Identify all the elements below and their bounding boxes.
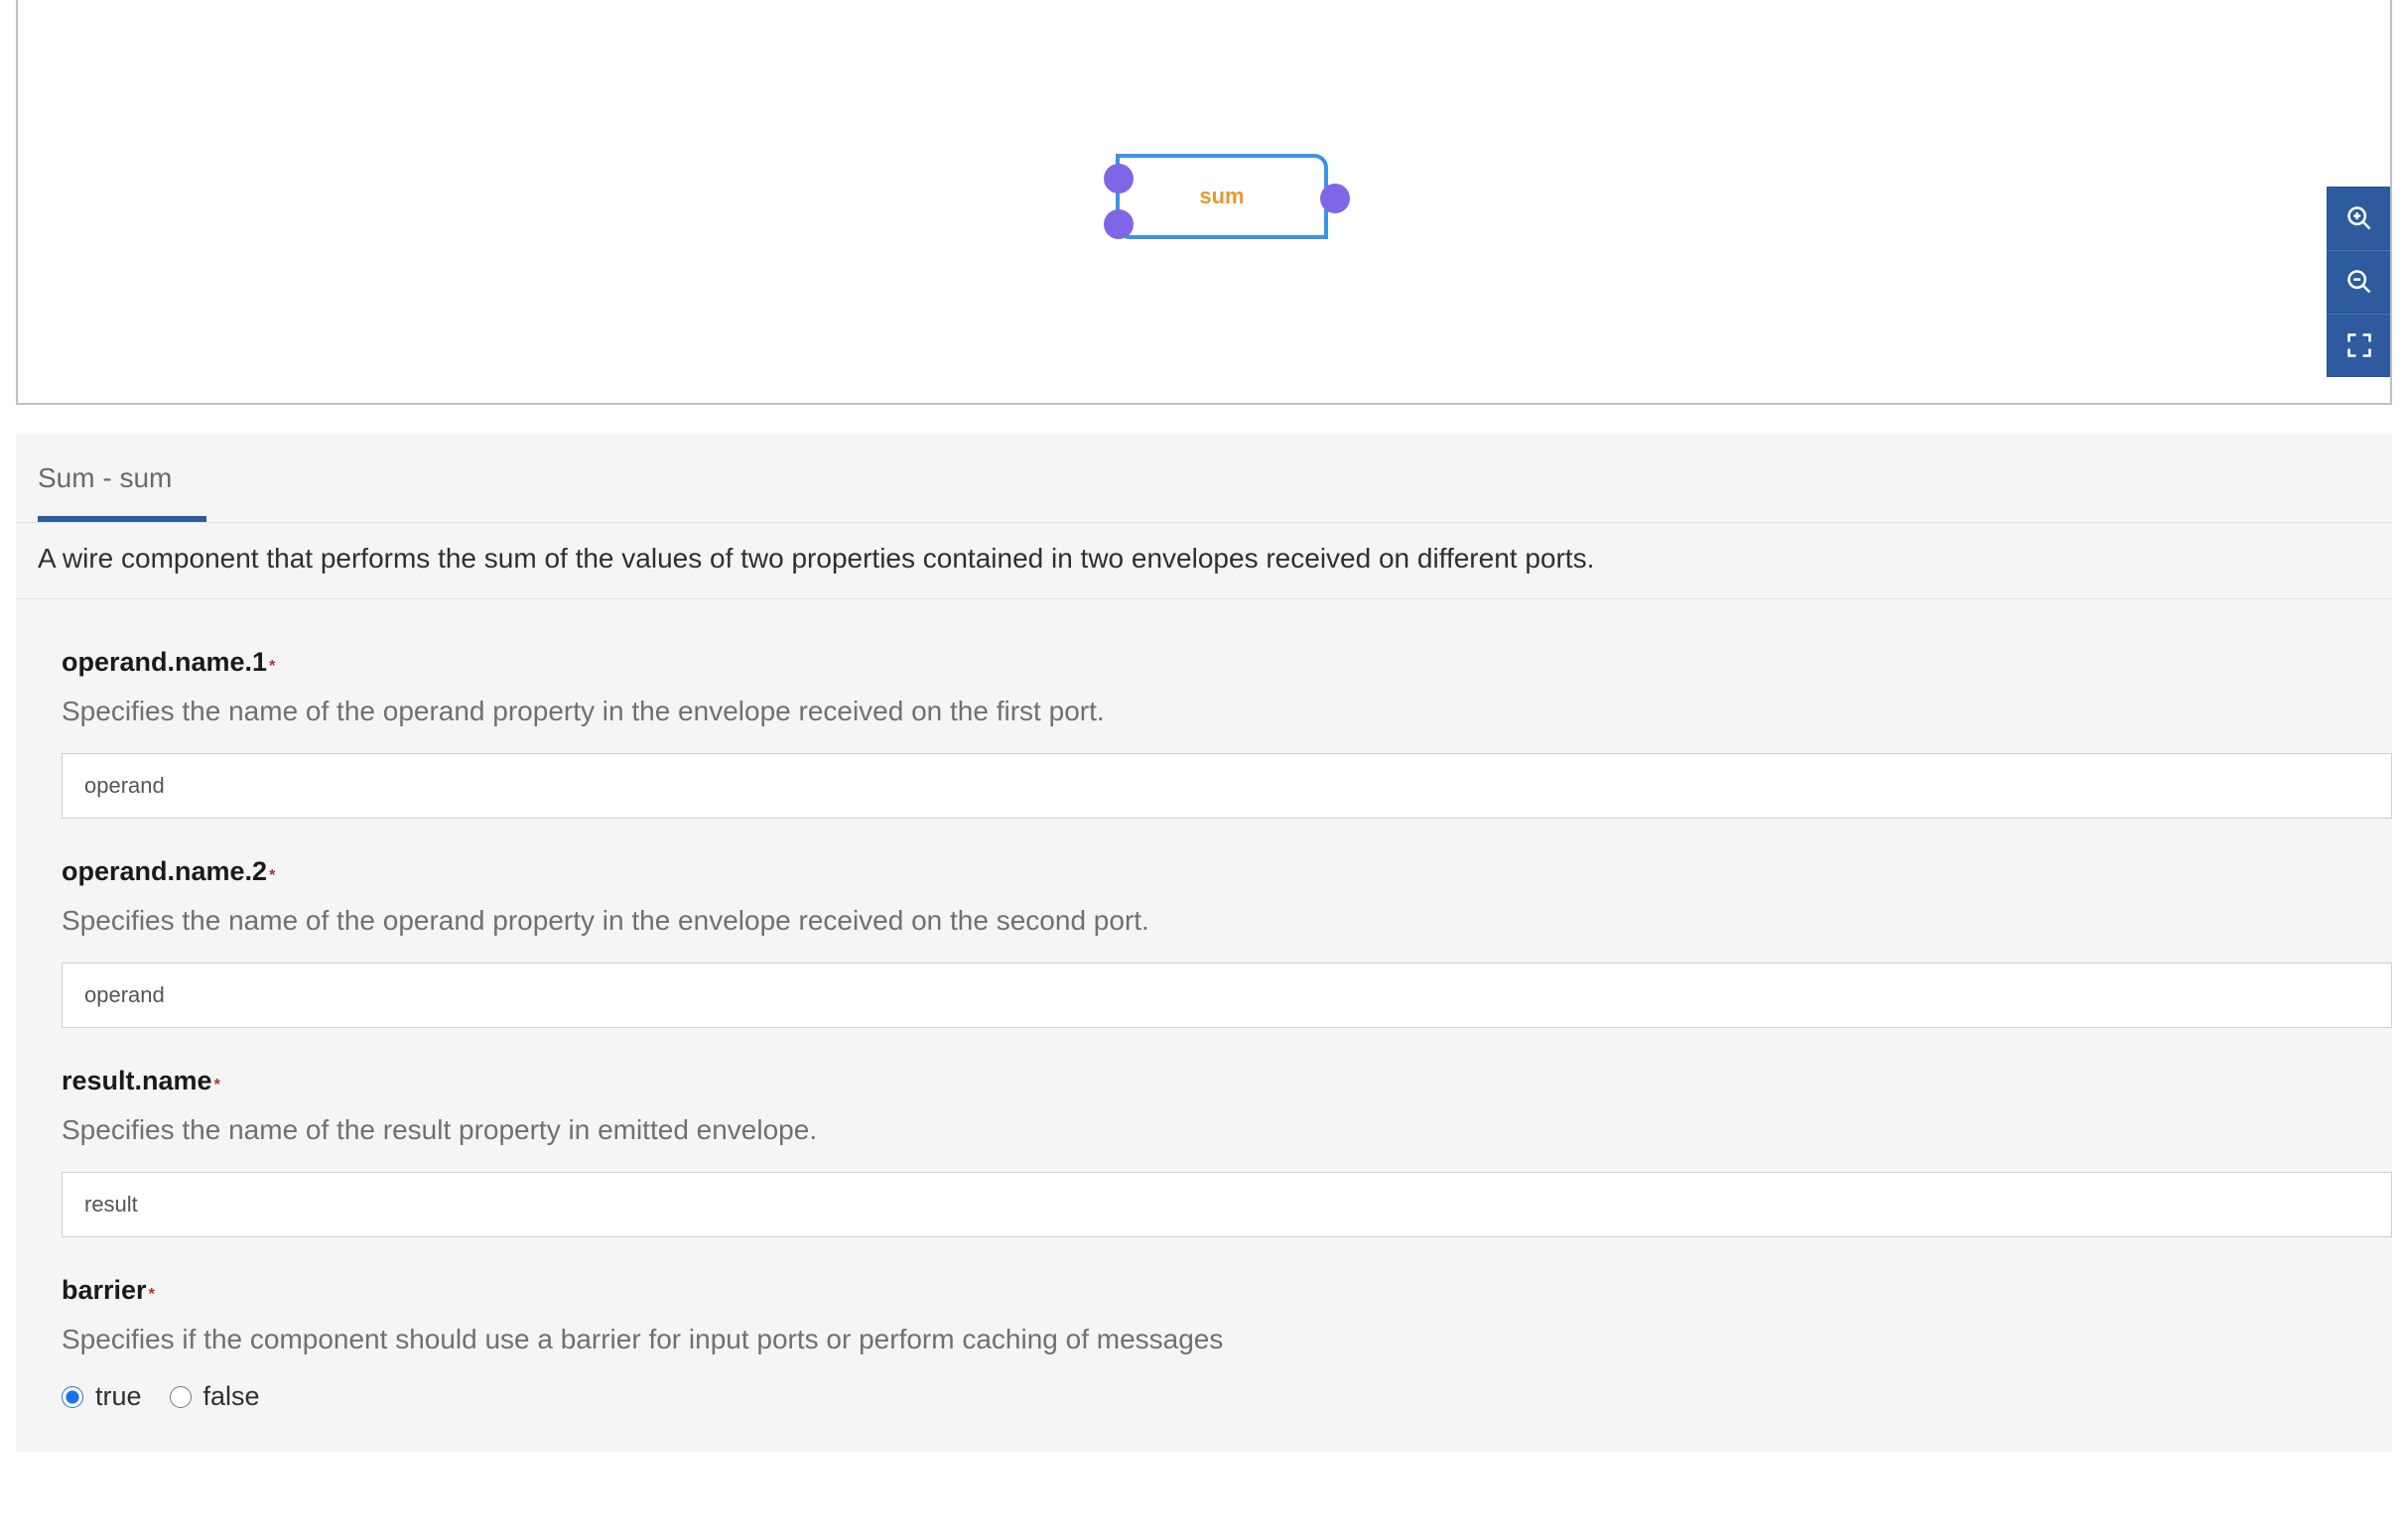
field-operand2-input[interactable] [62,962,2392,1028]
output-port-1[interactable] [1320,184,1350,213]
barrier-radio-false[interactable] [170,1386,192,1408]
barrier-radio-true[interactable] [62,1386,83,1408]
zoom-in-button[interactable] [2327,187,2392,250]
field-operand1: operand.name.1* Specifies the name of th… [62,647,2392,819]
required-star: * [269,867,275,884]
field-operand2-label: operand.name.2 [62,856,267,887]
barrier-radio-false-text: false [203,1381,260,1412]
field-operand1-label: operand.name.1 [62,647,267,678]
field-barrier: barrier* Specifies if the component shou… [62,1275,2392,1412]
properties-panel: Sum - sum A wire component that performs… [16,435,2392,1452]
canvas-region[interactable]: sum [16,0,2392,405]
field-barrier-label: barrier [62,1275,147,1306]
input-port-2[interactable] [1104,209,1134,239]
required-star: * [269,658,275,675]
wire-node-label: sum [1199,184,1244,209]
field-operand1-input[interactable] [62,753,2392,819]
required-star: * [149,1286,155,1303]
zoom-in-icon [2345,204,2373,232]
barrier-radio-false-label[interactable]: false [170,1381,260,1412]
zoom-out-icon [2345,268,2373,296]
field-operand2-desc: Specifies the name of the operand proper… [62,905,2392,937]
field-resultname-label: result.name [62,1066,212,1096]
barrier-radio-true-text: true [95,1381,142,1412]
field-barrier-radio-group: true false [62,1381,2392,1412]
field-resultname: result.name* Specifies the name of the r… [62,1066,2392,1237]
barrier-radio-true-label[interactable]: true [62,1381,142,1412]
required-star: * [214,1077,220,1093]
zoom-controls [2327,187,2392,377]
properties-description: A wire component that performs the sum o… [16,522,2392,599]
field-operand2: operand.name.2* Specifies the name of th… [62,856,2392,1028]
properties-header: Sum - sum [16,435,2392,522]
zoom-fit-button[interactable] [2327,314,2392,377]
fit-icon [2345,331,2373,359]
wire-node-body[interactable]: sum [1116,154,1328,239]
field-operand1-desc: Specifies the name of the operand proper… [62,696,2392,727]
properties-title: Sum - sum [38,462,2392,516]
wire-node-sum[interactable]: sum [1090,154,1340,239]
field-barrier-desc: Specifies if the component should use a … [62,1324,2392,1355]
field-resultname-desc: Specifies the name of the result propert… [62,1114,2392,1146]
properties-form: operand.name.1* Specifies the name of th… [16,599,2392,1452]
zoom-out-button[interactable] [2327,250,2392,314]
input-port-1[interactable] [1104,164,1134,193]
field-resultname-input[interactable] [62,1172,2392,1237]
